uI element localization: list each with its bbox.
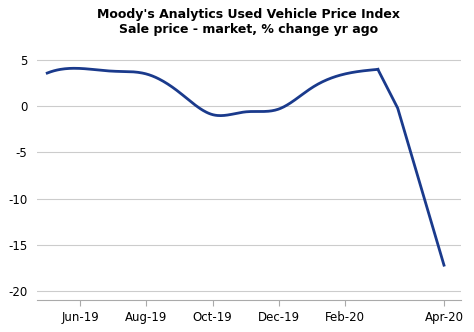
Title: Moody's Analytics Used Vehicle Price Index
Sale price - market, % change yr ago: Moody's Analytics Used Vehicle Price Ind… — [98, 8, 401, 36]
